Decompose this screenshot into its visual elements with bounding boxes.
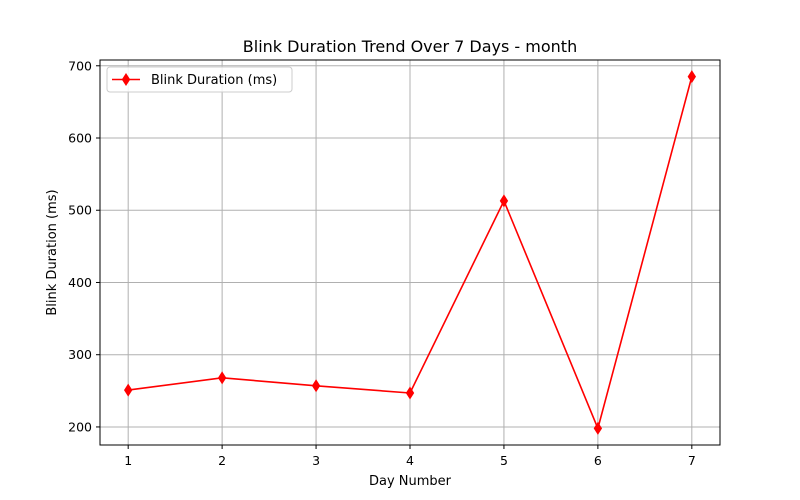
axis-ticks: 1 2 3 4 5 6 7 200 300 400 500 600 700: [68, 58, 696, 468]
data-point-marker: [123, 383, 133, 397]
y-tick-label: 700: [68, 58, 92, 73]
y-tick-label: 600: [68, 131, 92, 146]
chart-title: Blink Duration Trend Over 7 Days - month: [243, 37, 577, 56]
legend: Blink Duration (ms): [106, 66, 293, 93]
x-tick-label: 6: [594, 453, 602, 468]
data-point-marker: [499, 194, 509, 208]
data-point-marker: [405, 386, 415, 400]
y-tick-label: 500: [68, 203, 92, 218]
series-layer: [123, 70, 697, 435]
x-axis-label: Day Number: [369, 474, 452, 489]
legend-box: [106, 66, 293, 93]
y-tick-label: 200: [68, 419, 92, 434]
x-tick-label: 3: [312, 453, 320, 468]
x-tick-label: 2: [218, 453, 226, 468]
x-tick-label: 7: [688, 453, 696, 468]
legend-marker-swatch: [121, 72, 131, 87]
y-tick-label: 300: [68, 347, 92, 362]
data-point-marker: [311, 379, 321, 393]
data-point-marker: [593, 421, 603, 435]
grid: [100, 60, 720, 445]
x-tick-label: 4: [406, 453, 414, 468]
y-tick-label: 400: [68, 275, 92, 290]
data-point-marker: [217, 371, 227, 385]
legend-entry-label: Blink Duration (ms): [151, 73, 277, 88]
x-tick-label: 1: [124, 453, 132, 468]
x-tick-label: 5: [500, 453, 508, 468]
y-axis-label: Blink Duration (ms): [45, 189, 60, 315]
data-point-marker: [687, 70, 697, 84]
